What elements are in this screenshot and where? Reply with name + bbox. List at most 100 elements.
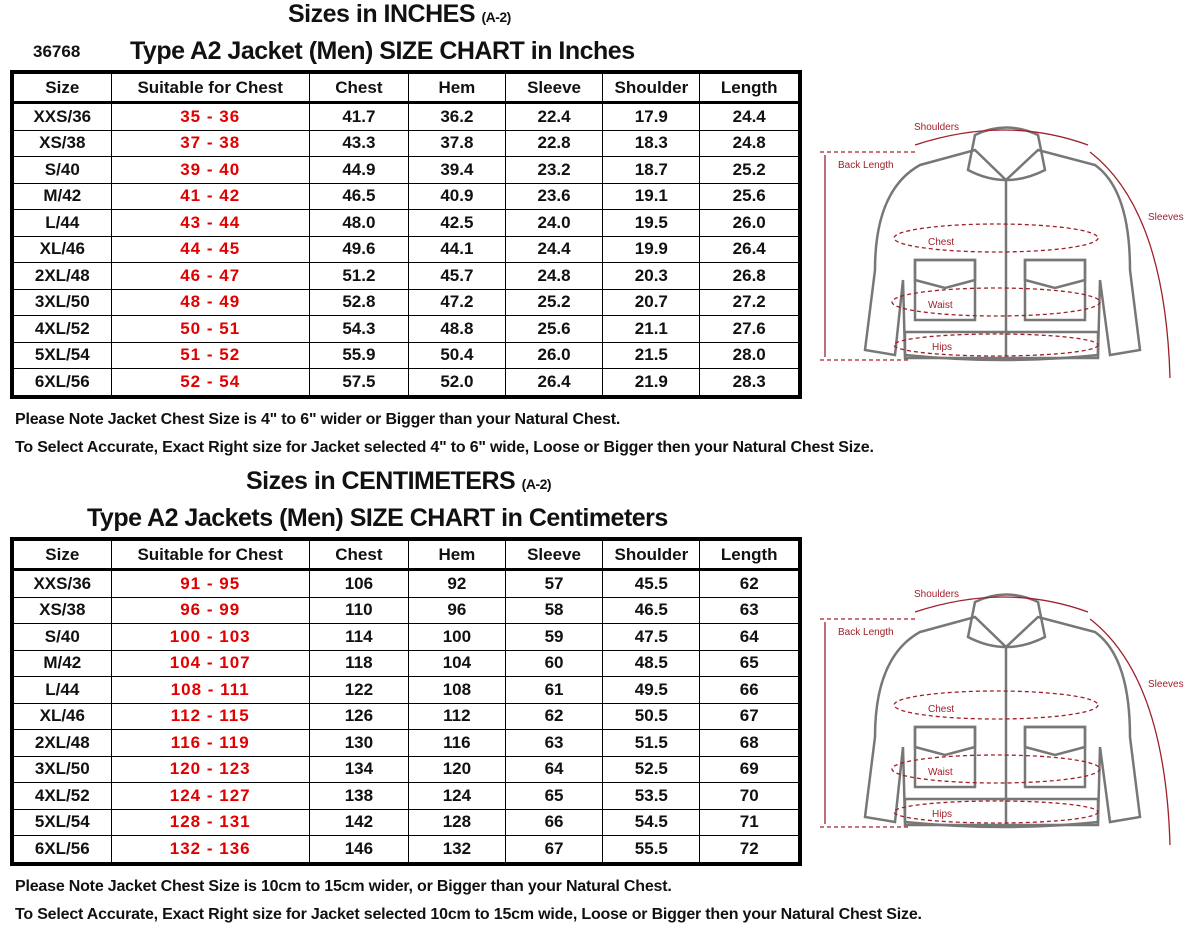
measurement-cell: 24.4: [504, 235, 604, 263]
measurement-cell: 24.8: [504, 262, 604, 290]
chest-range-cell: 96 - 99: [110, 596, 310, 624]
measurement-cell: 26.4: [504, 368, 604, 397]
measurement-cell: 63: [504, 729, 604, 757]
size-cell: S/40: [11, 156, 112, 184]
size-cell: 3XL/50: [11, 288, 112, 316]
measurement-cell: 62: [699, 569, 801, 598]
measurement-cell: 61: [504, 676, 604, 704]
cm-size-table: Size Suitable for Chest Chest Hem Sleeve Shou…: [10, 537, 802, 866]
measurement-cell: 116: [407, 729, 506, 757]
column-header: Chest: [308, 538, 409, 571]
label-chest: Chest: [928, 704, 954, 715]
label-waist: Waist: [928, 300, 953, 311]
measurement-cell: 69: [699, 755, 801, 783]
table-row: L/44 108 - 111 122 108 61 49.5 66: [11, 676, 801, 704]
table-row: S/40 39 - 40 44.9 39.4 23.2 18.7 25.2: [11, 156, 801, 184]
measurement-cell: 52.8: [308, 288, 409, 316]
label-back-length: Back Length: [838, 160, 894, 171]
jacket-measurement-diagram: Shoulders Back Length Sleeves Chest Wais…: [810, 110, 1203, 395]
measurement-cell: 39.4: [407, 156, 506, 184]
measurement-cell: 52.0: [407, 368, 506, 397]
size-cell: 6XL/56: [11, 835, 112, 864]
size-cell: S/40: [11, 623, 112, 651]
measurement-cell: 55.5: [602, 835, 701, 864]
table-row: M/42 104 - 107 118 104 60 48.5 65: [11, 649, 801, 677]
jacket-measurement-diagram: Shoulders Back Length Sleeves Chest Wais…: [810, 577, 1203, 862]
label-shoulders: Shoulders: [914, 589, 959, 600]
measurement-cell: 52.5: [602, 755, 701, 783]
chest-range-cell: 41 - 42: [110, 182, 310, 210]
measurement-cell: 49.5: [602, 676, 701, 704]
size-cell: 5XL/54: [11, 808, 112, 836]
size-cell: XL/46: [11, 235, 112, 263]
chest-range-cell: 108 - 111: [110, 676, 310, 704]
table-row: 3XL/50 48 - 49 52.8 47.2 25.2 20.7 27.2: [11, 288, 801, 316]
measurement-cell: 45.7: [407, 262, 506, 290]
measurement-cell: 54.5: [602, 808, 701, 836]
size-cell: 2XL/48: [11, 729, 112, 757]
cm-title: Type A2 Jackets (Men) SIZE CHART in Cent…: [87, 504, 668, 532]
measurement-cell: 64: [504, 755, 604, 783]
inches-heading: Sizes in INCHES (A-2): [288, 0, 511, 29]
measurement-cell: 47.5: [602, 623, 701, 651]
measurement-cell: 72: [699, 835, 801, 864]
measurement-cell: 26.0: [504, 341, 604, 369]
measurement-cell: 48.0: [308, 209, 409, 237]
table-row: 4XL/52 124 - 127 138 124 65 53.5 70: [11, 782, 801, 810]
label-hips: Hips: [932, 809, 952, 820]
measurement-cell: 25.2: [699, 156, 801, 184]
cm-heading: Sizes in CENTIMETERS (A-2): [246, 467, 552, 496]
heading-text: Sizes in CENTIMETERS: [246, 467, 516, 495]
column-header: Hem: [407, 71, 506, 104]
measurement-cell: 20.3: [602, 262, 701, 290]
measurement-cell: 57.5: [308, 368, 409, 397]
label-back-length: Back Length: [838, 627, 894, 638]
measurement-cell: 36.2: [407, 102, 506, 131]
label-shoulders: Shoulders: [914, 122, 959, 133]
table-row: XL/46 44 - 45 49.6 44.1 24.4 19.9 26.4: [11, 235, 801, 263]
measurement-cell: 124: [407, 782, 506, 810]
inches-note-1: Please Note Jacket Chest Size is 4" to 6…: [15, 411, 621, 428]
measurement-cell: 46.5: [602, 596, 701, 624]
measurement-cell: 18.3: [602, 129, 701, 157]
column-header: Shoulder: [602, 538, 701, 571]
column-header: Suitable for Chest: [110, 71, 310, 104]
measurement-cell: 19.5: [602, 209, 701, 237]
measurement-cell: 24.0: [504, 209, 604, 237]
table-row: XL/46 112 - 115 126 112 62 50.5 67: [11, 702, 801, 730]
measurement-cell: 25.6: [504, 315, 604, 343]
measurement-cell: 138: [308, 782, 409, 810]
measurement-cell: 59: [504, 623, 604, 651]
measurement-cell: 63: [699, 596, 801, 624]
measurement-cell: 146: [308, 835, 409, 864]
measurement-cell: 110: [308, 596, 409, 624]
measurement-cell: 44.1: [407, 235, 506, 263]
measurement-cell: 26.4: [699, 235, 801, 263]
size-cell: 2XL/48: [11, 262, 112, 290]
measurement-cell: 42.5: [407, 209, 506, 237]
measurement-cell: 18.7: [602, 156, 701, 184]
measurement-cell: 64: [699, 623, 801, 651]
measurement-cell: 65: [699, 649, 801, 677]
measurement-cell: 68: [699, 729, 801, 757]
table-row: 6XL/56 132 - 136 146 132 67 55.5 72: [11, 835, 801, 864]
measurement-cell: 44.9: [308, 156, 409, 184]
measurement-cell: 48.8: [407, 315, 506, 343]
size-cell: XL/46: [11, 702, 112, 730]
measurement-cell: 54.3: [308, 315, 409, 343]
column-header: Suitable for Chest: [110, 538, 310, 571]
chest-range-cell: 132 - 136: [110, 835, 310, 864]
column-header: Sleeve: [504, 71, 604, 104]
size-cell: 4XL/52: [11, 782, 112, 810]
measurement-cell: 112: [407, 702, 506, 730]
label-sleeves: Sleeves: [1148, 679, 1184, 690]
cm-note-2: To Select Accurate, Exact Right size for…: [15, 906, 922, 923]
measurement-cell: 21.1: [602, 315, 701, 343]
table-row: 2XL/48 46 - 47 51.2 45.7 24.8 20.3 26.8: [11, 262, 801, 290]
label-sleeves: Sleeves: [1148, 212, 1184, 223]
inches-size-table: Size Suitable for Chest Chest Hem Sleeve Shou…: [10, 70, 802, 399]
size-cell: L/44: [11, 209, 112, 237]
measurement-cell: 23.6: [504, 182, 604, 210]
measurement-cell: 122: [308, 676, 409, 704]
measurement-cell: 128: [407, 808, 506, 836]
